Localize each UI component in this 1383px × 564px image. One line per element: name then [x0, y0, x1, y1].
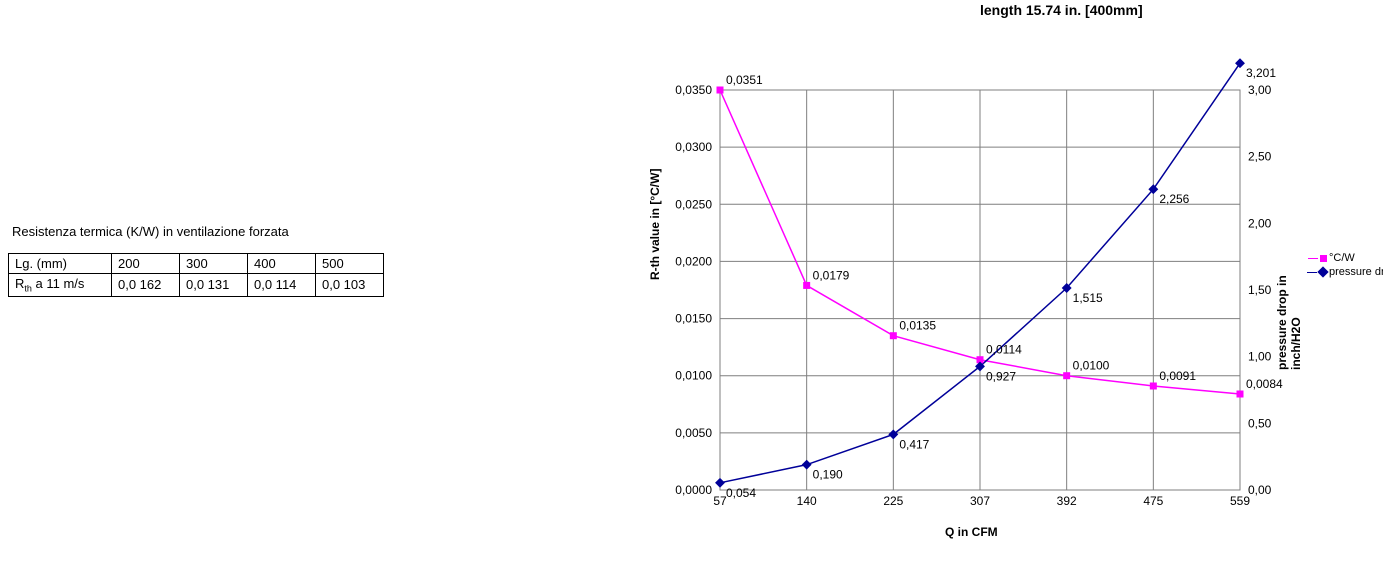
y-left-label: R-th value in [°C/W]: [648, 169, 662, 280]
svg-text:0,0200: 0,0200: [675, 254, 712, 268]
svg-text:0,0179: 0,0179: [813, 268, 850, 282]
svg-text:0,0350: 0,0350: [675, 83, 712, 97]
y-right-label: pressure drop in inch/H2O: [1275, 262, 1303, 370]
svg-text:1,50: 1,50: [1248, 283, 1272, 297]
legend-item-dp: pressure drop in./H2O: [1305, 266, 1383, 278]
svg-text:2,256: 2,256: [1159, 192, 1189, 206]
svg-text:0,054: 0,054: [726, 486, 756, 500]
x-axis-label: Q in CFM: [945, 525, 998, 539]
svg-text:1,00: 1,00: [1248, 350, 1272, 364]
table-row: Rth a 11 m/s 0,0 162 0,0 131 0,0 114 0,0…: [9, 274, 384, 297]
svg-text:57: 57: [713, 494, 727, 508]
svg-text:0,0050: 0,0050: [675, 426, 712, 440]
svg-text:475: 475: [1143, 494, 1163, 508]
legend-label: °C/W: [1329, 252, 1355, 264]
legend-label: pressure drop in./H2O: [1329, 266, 1383, 278]
table-cell: 0,0 131: [180, 274, 248, 297]
svg-text:392: 392: [1057, 494, 1077, 508]
svg-text:0,417: 0,417: [899, 437, 929, 451]
svg-text:3,00: 3,00: [1248, 83, 1272, 97]
chart-title: length 15.74 in. [400mm]: [980, 2, 1143, 18]
chart-plot: 571402253073924755590,00000,00500,01000,…: [720, 90, 1240, 490]
svg-text:0,0084: 0,0084: [1246, 377, 1283, 391]
svg-text:0,190: 0,190: [813, 468, 843, 482]
svg-text:0,0150: 0,0150: [675, 312, 712, 326]
svg-text:0,00: 0,00: [1248, 483, 1272, 497]
page-root: Resistenza termica (K/W) in ventilazione…: [0, 0, 1383, 564]
svg-text:2,00: 2,00: [1248, 216, 1272, 230]
legend: °C/W pressure drop in./H2O: [1305, 250, 1383, 280]
table-row: Lg. (mm) 200 300 400 500: [9, 254, 384, 274]
svg-text:0,0000: 0,0000: [675, 483, 712, 497]
svg-text:0,0135: 0,0135: [899, 319, 936, 333]
table-cell: 400: [248, 254, 316, 274]
table-cell: 200: [112, 254, 180, 274]
table-cell: 0,0 103: [316, 274, 384, 297]
svg-text:3,201: 3,201: [1246, 66, 1276, 80]
svg-text:1,515: 1,515: [1073, 291, 1103, 305]
table-cell: Rth a 11 m/s: [9, 274, 112, 297]
svg-text:225: 225: [883, 494, 903, 508]
table-title: Resistenza termica (K/W) in ventilazione…: [12, 224, 289, 239]
legend-item-rth: °C/W: [1305, 252, 1383, 264]
table-cell: 300: [180, 254, 248, 274]
svg-text:0,0250: 0,0250: [675, 197, 712, 211]
svg-text:140: 140: [797, 494, 817, 508]
svg-text:0,0114: 0,0114: [986, 343, 1022, 357]
svg-text:307: 307: [970, 494, 990, 508]
svg-text:0,0091: 0,0091: [1159, 369, 1196, 383]
svg-text:0,50: 0,50: [1248, 416, 1272, 430]
svg-text:0,0100: 0,0100: [1073, 359, 1110, 373]
svg-text:0,0300: 0,0300: [675, 140, 712, 154]
svg-text:0,0351: 0,0351: [726, 73, 763, 87]
thermal-table: Lg. (mm) 200 300 400 500 Rth a 11 m/s 0,…: [8, 253, 384, 297]
table-cell: Lg. (mm): [9, 254, 112, 274]
svg-text:0,927: 0,927: [986, 369, 1016, 383]
svg-text:2,50: 2,50: [1248, 150, 1272, 164]
svg-text:0,0100: 0,0100: [675, 369, 712, 383]
table-cell: 0,0 114: [248, 274, 316, 297]
table-cell: 0,0 162: [112, 274, 180, 297]
table-cell: 500: [316, 254, 384, 274]
